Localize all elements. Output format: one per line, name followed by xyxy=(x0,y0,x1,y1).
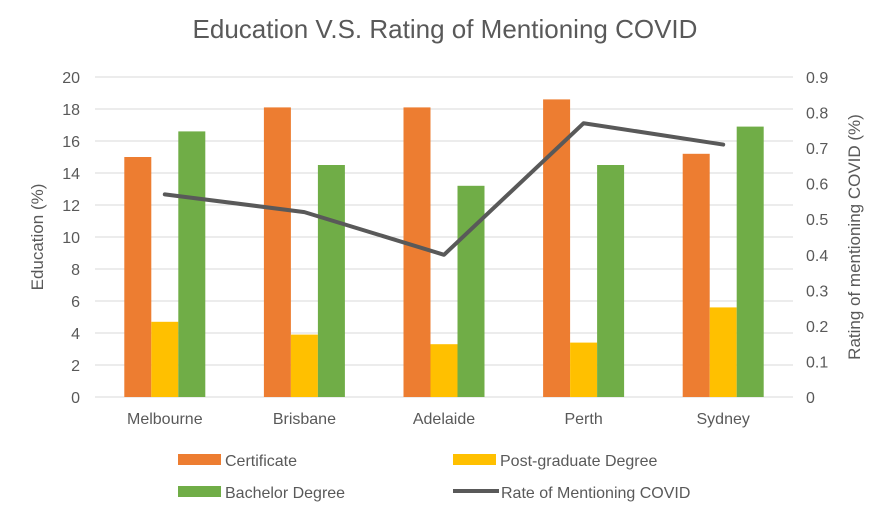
bar-certificate xyxy=(543,99,571,398)
y2-tick-label: 0.6 xyxy=(806,177,828,194)
bar-post-graduate-degree xyxy=(151,321,179,397)
y2-tick-label: 0 xyxy=(806,390,815,407)
x-tick-label: Adelaide xyxy=(413,411,475,428)
y-tick-label: 4 xyxy=(71,326,80,343)
gridlines xyxy=(95,76,793,398)
y-tick-label: 0 xyxy=(71,390,80,407)
y-tick-label: 12 xyxy=(62,198,80,215)
x-tick-label: Melbourne xyxy=(127,411,203,428)
y-tick-label: 8 xyxy=(71,262,80,279)
bar-bachelor-degree xyxy=(317,165,345,397)
bar-bachelor-degree xyxy=(457,185,485,397)
y-tick-label: 16 xyxy=(62,134,80,151)
legend-label-certificate: Certificate xyxy=(225,453,297,470)
bar-series xyxy=(124,99,764,398)
bar-certificate xyxy=(682,153,710,397)
y-tick-label: 2 xyxy=(71,358,80,375)
line-series xyxy=(162,121,726,257)
bar-post-graduate-degree xyxy=(430,344,458,397)
y2-tick-label: 0.9 xyxy=(806,70,828,87)
bar-certificate xyxy=(124,157,152,397)
left-axis-ticks: 0 2 4 6 8 10 12 14 16 18 20 xyxy=(62,70,80,407)
category-axis-ticks: Melbourne Brisbane Adelaide Perth Sydney xyxy=(127,411,750,428)
y2-tick-label: 0.4 xyxy=(806,248,828,265)
legend-label-rate-of-mentioning-covid: Rate of Mentioning COVID xyxy=(501,485,690,502)
right-axis-ticks: 0 0.1 0.2 0.3 0.4 0.5 0.6 0.7 0.8 0.9 xyxy=(806,70,828,407)
y-tick-label: 10 xyxy=(62,230,80,247)
y-tick-label: 18 xyxy=(62,102,80,119)
x-tick-label: Perth xyxy=(564,411,602,428)
legend-swatch-post-graduate-degree xyxy=(453,454,496,465)
bar-post-graduate-degree xyxy=(290,334,318,397)
y2-tick-label: 0.2 xyxy=(806,319,828,336)
y-tick-label: 6 xyxy=(71,294,80,311)
y2-tick-label: 0.1 xyxy=(806,354,828,371)
bar-post-graduate-degree xyxy=(709,307,737,397)
bar-post-graduate-degree xyxy=(570,342,598,397)
y-tick-label: 14 xyxy=(62,166,80,183)
y2-tick-label: 0.7 xyxy=(806,141,828,158)
bar-certificate xyxy=(403,107,431,398)
legend-swatch-certificate xyxy=(178,454,221,465)
right-axis-title: Rating of mentioning COVID (%) xyxy=(845,114,864,360)
bar-bachelor-degree xyxy=(736,126,764,397)
x-tick-label: Sydney xyxy=(697,411,750,428)
legend-label-post-graduate-degree: Post-graduate Degree xyxy=(500,453,658,470)
bar-bachelor-degree xyxy=(597,165,625,397)
y2-tick-label: 0.3 xyxy=(806,283,828,300)
bar-certificate xyxy=(263,107,291,398)
legend-swatch-bachelor-degree xyxy=(178,486,221,497)
y-tick-label: 20 xyxy=(62,70,80,87)
left-axis-title: Education (%) xyxy=(28,184,47,291)
x-tick-label: Brisbane xyxy=(273,411,336,428)
legend-label-bachelor-degree: Bachelor Degree xyxy=(225,485,345,502)
chart-title: Education V.S. Rating of Mentioning COVI… xyxy=(193,14,698,44)
bar-bachelor-degree xyxy=(178,131,206,397)
y2-tick-label: 0.5 xyxy=(806,212,828,229)
line-rate-of-mentioning-covid xyxy=(162,121,726,257)
y2-tick-label: 0.8 xyxy=(806,106,828,123)
legend: Certificate Post-graduate Degree Bachelor … xyxy=(178,453,690,502)
